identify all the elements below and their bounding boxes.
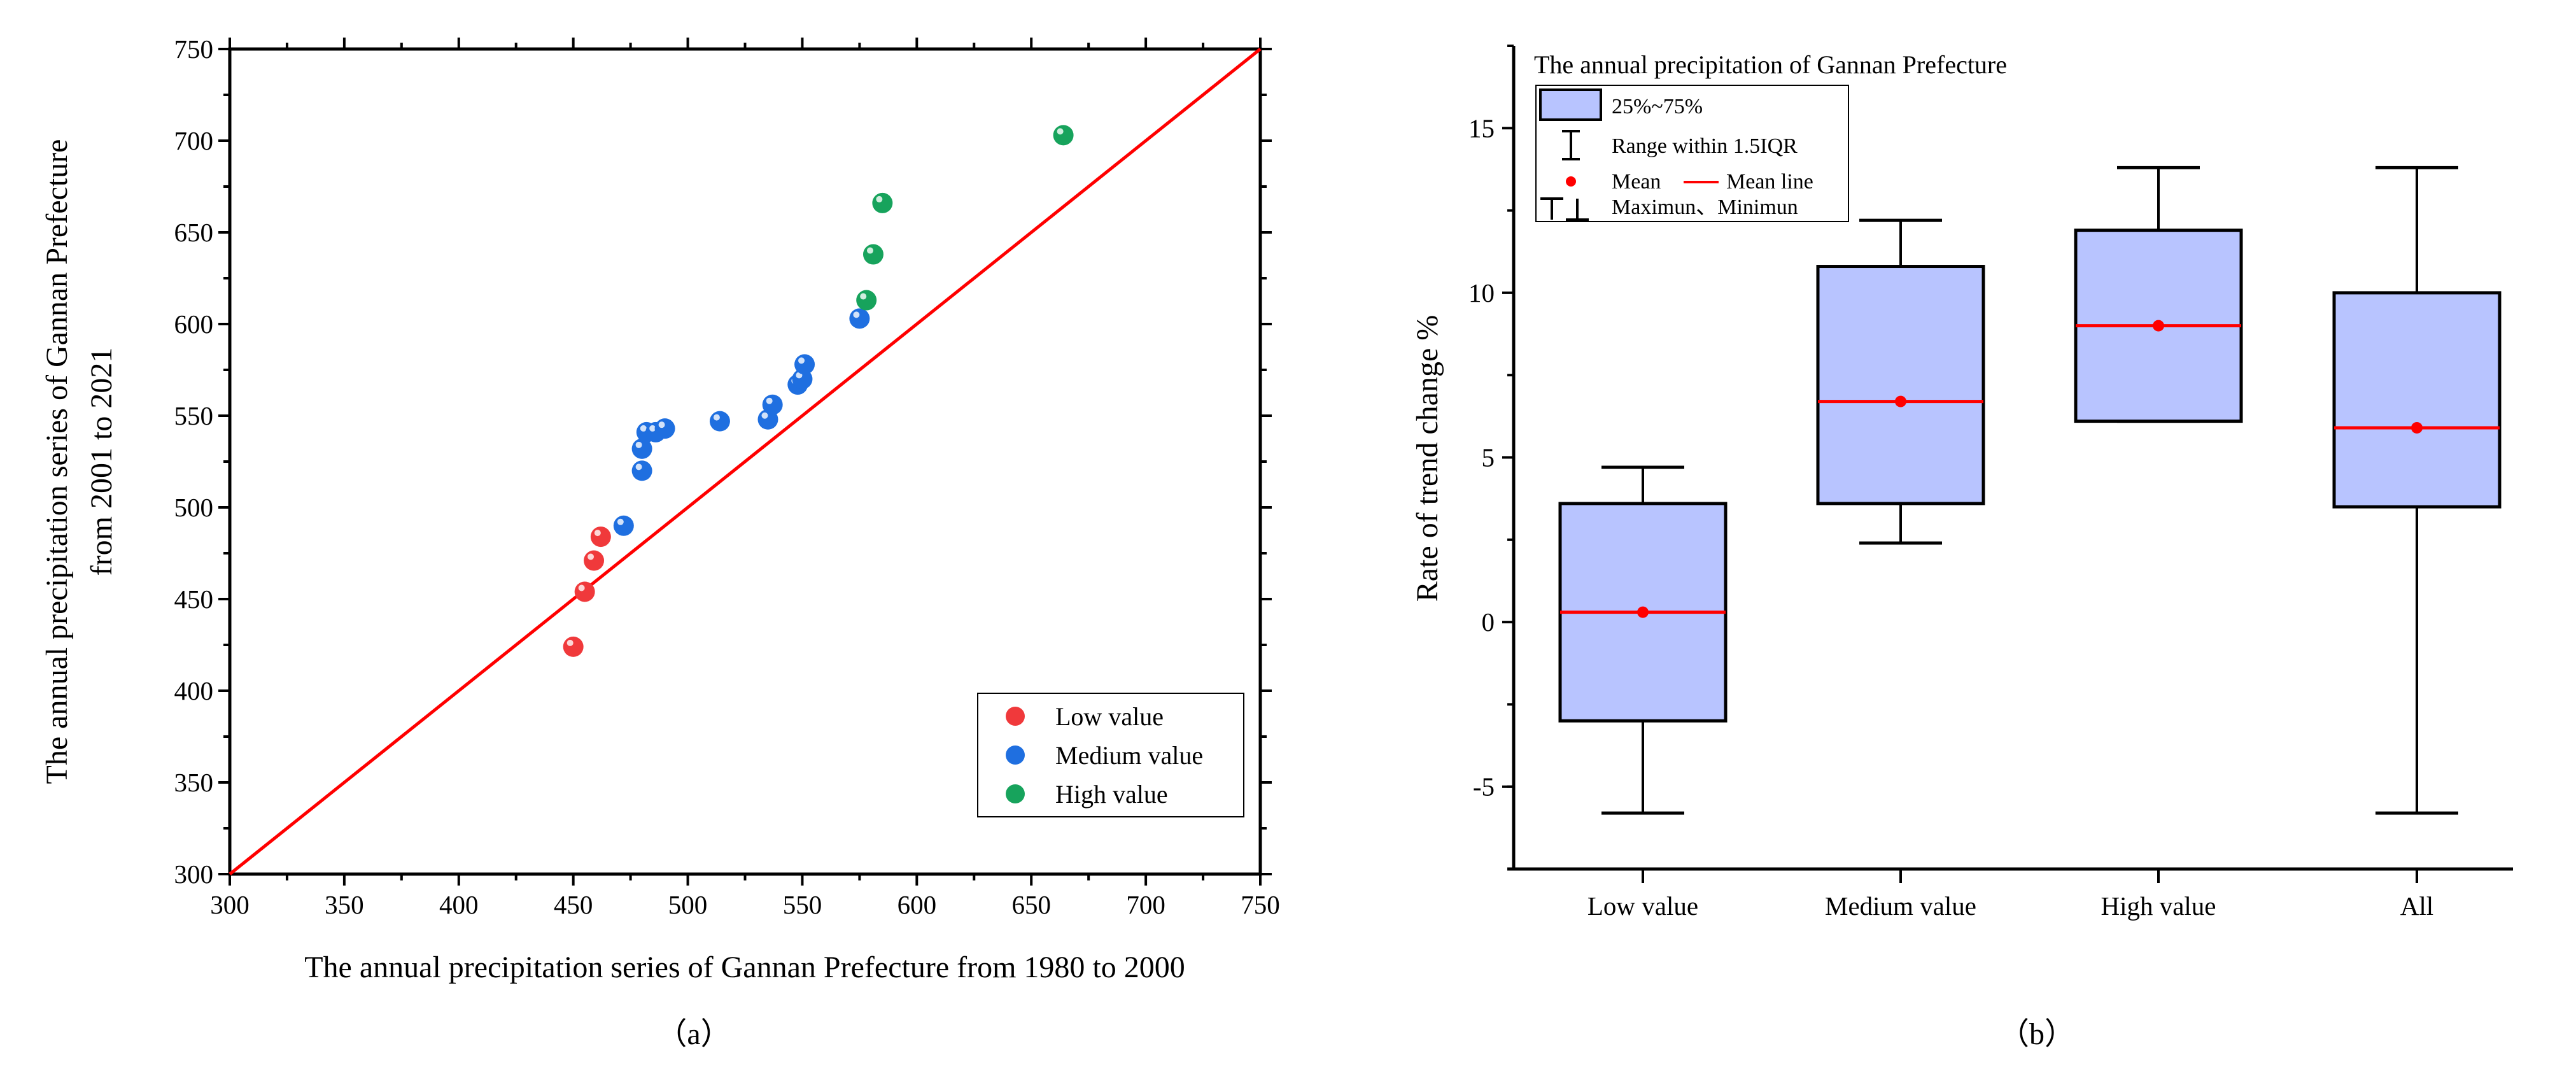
x-tick-label: 350: [325, 890, 364, 919]
data-point-low-value: [590, 526, 611, 548]
x-tick-label: 600: [897, 890, 937, 919]
legend-label: Range within 1.5IQR: [1612, 134, 1798, 158]
box-medium-value: [1816, 265, 1985, 505]
y-axis-label: Rate of trend change %: [1411, 315, 1444, 602]
legend-label: Low value: [1055, 702, 1164, 731]
y-tick-label: 750: [174, 34, 214, 64]
y-tick-label: 15: [1468, 113, 1495, 143]
legend-mean-icon: [1566, 176, 1576, 187]
box-all: [2332, 291, 2502, 509]
y-tick-label: 650: [174, 218, 214, 247]
x-tick-label: 700: [1126, 890, 1165, 919]
y-tick-label: 300: [174, 859, 214, 889]
point-highlight: [798, 357, 805, 364]
legend-box-swatch: [1539, 88, 1602, 121]
point-highlight: [876, 195, 883, 202]
box-panel-b: -5 0 5 10 15 Low value Medium value High value A…: [1411, 45, 2513, 921]
data-point-low-value: [563, 636, 584, 657]
legend-label: Medium value: [1055, 741, 1203, 770]
point-highlight: [635, 463, 642, 470]
y-tick-label: 550: [174, 401, 214, 430]
point-highlight: [658, 421, 665, 428]
legend-marker: [1006, 707, 1025, 726]
panel-label-a: （a）: [656, 1017, 731, 1051]
y-tick-label: 600: [174, 309, 214, 339]
point-highlight: [594, 530, 601, 537]
y-tick-label: 10: [1468, 278, 1495, 307]
y-tick-label: -5: [1473, 772, 1495, 802]
data-point-high-value: [862, 244, 883, 265]
y-tick-label: 500: [174, 493, 214, 522]
data-point-high-value: [856, 290, 877, 311]
y-axis-label-line2: from 2001 to 2021: [85, 348, 118, 576]
point-highlight: [766, 397, 773, 404]
legend-marker: [1006, 784, 1025, 803]
reference-line: [229, 48, 1262, 875]
chart-title: The annual precipitation of Gannan Prefe…: [1534, 50, 2007, 79]
x-tick-label: 550: [783, 890, 822, 919]
point-highlight: [866, 247, 873, 254]
point-highlight: [761, 412, 768, 419]
x-axis-label: The annual precipitation series of Ganna…: [304, 950, 1185, 984]
legend-max-min-icon: [1540, 197, 1589, 221]
point-highlight: [713, 414, 720, 421]
y-tick-label: 5: [1482, 443, 1495, 472]
x-tick-label: 400: [439, 890, 479, 919]
point-highlight: [640, 425, 647, 432]
point-highlight: [649, 425, 656, 432]
data-point-medium-value: [794, 354, 815, 375]
panel-label-b: （b）: [1999, 1017, 2075, 1051]
data-point-high-value: [872, 192, 893, 213]
data-point-medium-value: [709, 411, 730, 432]
mean-point: [1895, 395, 1906, 407]
y-axis-label-line1: The annual precipitation series of Ganna…: [40, 139, 74, 784]
x-tick-label: 650: [1011, 890, 1051, 919]
y-tick-label: 350: [174, 768, 214, 797]
scatter-panel-a: 300 350 400 450 500 550 600 650 700 750 300 350 400 4…: [40, 34, 1280, 984]
x-tick-label: 500: [668, 890, 708, 919]
data-point-low-value: [574, 581, 595, 602]
x-tick-label: 300: [210, 890, 250, 919]
legend-marker: [1006, 745, 1025, 765]
legend-label: High value: [1055, 780, 1168, 809]
legend-label: Mean: [1612, 170, 1661, 194]
y-tick-label: 700: [174, 126, 214, 155]
point-highlight: [567, 639, 574, 646]
x-tick-label: Medium value: [1825, 891, 1976, 921]
point-highlight: [578, 584, 585, 591]
mean-point: [2153, 320, 2164, 332]
data-point-medium-value: [631, 460, 652, 481]
data-point-medium-value: [654, 418, 675, 439]
legend-label: Mean line: [1726, 170, 1813, 194]
x-tick-label: Low value: [1587, 891, 1698, 921]
x-tick-label: High value: [2101, 891, 2216, 921]
point-highlight: [617, 518, 624, 525]
data-point-medium-value: [762, 394, 783, 415]
data-point-high-value: [1053, 125, 1074, 146]
y-tick-label: 450: [174, 584, 214, 614]
y-tick-label: 400: [174, 676, 214, 705]
data-point-low-value: [584, 550, 605, 571]
data-point-medium-value: [849, 308, 870, 329]
y-tick-label: 0: [1482, 607, 1495, 637]
x-tick-label: 450: [554, 890, 593, 919]
legend-label: Maximun、Minimun: [1612, 195, 1798, 219]
point-highlight: [588, 553, 595, 560]
point-highlight: [635, 441, 642, 448]
point-highlight: [860, 293, 867, 300]
mean-point: [1637, 606, 1649, 618]
x-tick-label: All: [2400, 891, 2433, 921]
mean-point: [2411, 421, 2423, 434]
data-point-medium-value: [613, 515, 634, 536]
point-highlight: [853, 311, 860, 318]
point-highlight: [1057, 128, 1064, 135]
x-tick-label: 750: [1241, 890, 1280, 919]
legend-label: 25%~75%: [1612, 95, 1703, 118]
